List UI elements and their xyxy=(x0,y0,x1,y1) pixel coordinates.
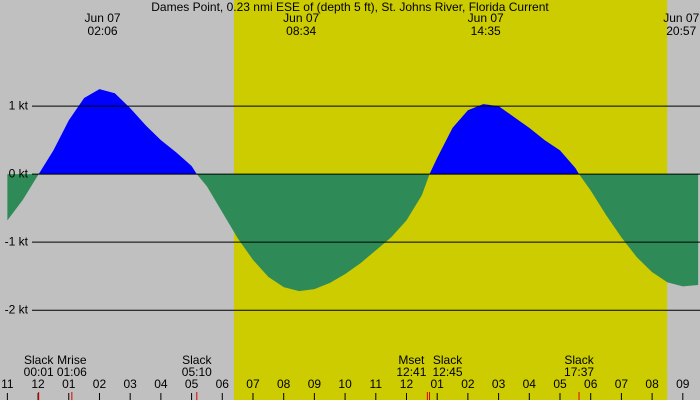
x-tick-label: 09 xyxy=(308,377,322,391)
event-name: Mset xyxy=(398,353,425,367)
y-tick-label: 1 kt xyxy=(9,98,29,112)
peak-time: 20:57 xyxy=(666,24,696,38)
x-tick-label: 09 xyxy=(676,377,690,391)
event-time: 17:37 xyxy=(564,365,594,379)
x-tick-label: 05 xyxy=(553,377,567,391)
event-name: Slack xyxy=(433,353,463,367)
y-tick-label: -1 kt xyxy=(5,234,29,248)
event-time: 05:10 xyxy=(182,365,212,379)
x-tick-label: 01 xyxy=(62,377,76,391)
x-tick-label: 05 xyxy=(185,377,199,391)
event-time: 00:01 xyxy=(24,365,54,379)
x-tick-label: 04 xyxy=(523,377,537,391)
x-tick-label: 07 xyxy=(615,377,629,391)
peak-date: Jun 07 xyxy=(468,11,504,25)
x-tick-label: 08 xyxy=(645,377,659,391)
x-tick-label: 11 xyxy=(1,377,14,391)
event-time: 01:06 xyxy=(57,365,87,379)
event-time: 12:45 xyxy=(433,365,463,379)
x-tick-label: 12 xyxy=(31,377,45,391)
x-tick-label: 01 xyxy=(431,377,445,391)
event-name: Slack xyxy=(24,353,54,367)
x-tick-label: 10 xyxy=(338,377,352,391)
peak-date: Jun 07 xyxy=(283,11,319,25)
x-tick-label: 02 xyxy=(461,377,475,391)
peak-time: 08:34 xyxy=(286,24,316,38)
x-tick-label: 02 xyxy=(93,377,107,391)
x-tick-label: 03 xyxy=(492,377,506,391)
event-name: Slack xyxy=(182,353,212,367)
event-name: Mrise xyxy=(57,353,87,367)
peak-date: Jun 07 xyxy=(85,11,121,25)
x-tick-label: 07 xyxy=(246,377,260,391)
x-tick-label: 06 xyxy=(216,377,230,391)
x-tick-label: 03 xyxy=(123,377,137,391)
y-tick-label: -2 kt xyxy=(5,302,29,316)
x-tick-label: 12 xyxy=(400,377,414,391)
event-time: 12:41 xyxy=(396,365,426,379)
peak-date: Jun 07 xyxy=(663,11,699,25)
y-tick-label: 0 kt xyxy=(9,166,29,180)
current-area xyxy=(7,89,699,292)
x-tick-label: 06 xyxy=(584,377,598,391)
x-tick-label: 11 xyxy=(370,377,383,391)
x-tick-label: 04 xyxy=(154,377,168,391)
peak-time: 02:06 xyxy=(88,24,118,38)
event-name: Slack xyxy=(564,353,594,367)
x-tick-label: 08 xyxy=(277,377,291,391)
chart-title: Dames Point, 0.23 nmi ESE of (depth 5 ft… xyxy=(151,0,549,14)
peak-time: 14:35 xyxy=(471,24,501,38)
